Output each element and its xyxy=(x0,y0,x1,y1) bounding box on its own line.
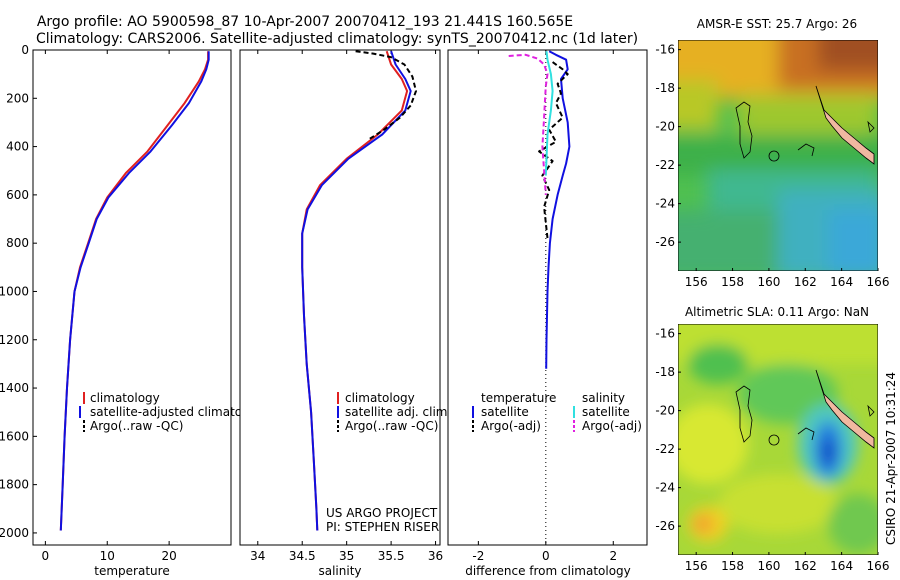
x-tick-label: 10 xyxy=(100,549,115,563)
lon-tick-label: 160 xyxy=(757,559,780,573)
lon-tick-label: 164 xyxy=(830,559,853,573)
lon-tick-label: 158 xyxy=(721,275,744,289)
x-tick-label: 20 xyxy=(161,549,176,563)
legend-label-climatology: climatology xyxy=(90,391,160,405)
lon-tick-label: 160 xyxy=(757,275,780,289)
lat-tick-label: -24 xyxy=(655,481,675,495)
depth-ticks: 0 200 400 600 800 1000 1200 1400 1600 1800 2000 xyxy=(0,43,37,540)
y-tick-label: 1400 xyxy=(0,381,29,395)
y-tick-label: 1800 xyxy=(0,478,29,492)
lon-tick-label: 166 xyxy=(867,275,890,289)
temperature-axis-label: temperature xyxy=(94,564,169,578)
difference-series xyxy=(508,50,571,369)
x-tick-label: 34.5 xyxy=(289,549,316,563)
difference-legend: temperature satellite Argo(-adj) salinit… xyxy=(472,391,642,433)
sst-map-panel: AMSR-E SST: 25.7 Argo: 26 xyxy=(655,17,890,289)
salinity-x-ticks: 34 34.5 35 35.5 36 xyxy=(250,50,443,563)
temperature-legend: climatology satellite-adjusted climatolo… xyxy=(79,391,268,433)
lon-tick-label: 162 xyxy=(794,559,817,573)
lat-tick-label: -26 xyxy=(655,519,675,533)
lat-tick-label: -18 xyxy=(655,365,675,379)
legend-label-temp-satellite: satellite xyxy=(481,405,529,419)
series-line-temperature-satellite xyxy=(545,50,571,369)
y-tick-label: 600 xyxy=(6,188,29,202)
figure-title-line1: Argo profile: AO 5900598_87 10-Apr-2007 … xyxy=(37,14,573,30)
y-tick-label: 2000 xyxy=(0,526,29,540)
legend-label-argo: Argo(..raw -QC) xyxy=(90,419,183,433)
lon-tick-label: 156 xyxy=(685,559,708,573)
sla-lat-ticks: -16 -18 -20 -22 -24 -26 xyxy=(655,327,681,533)
credit-pi: PI: STEPHEN RISER xyxy=(326,520,439,534)
sst-field xyxy=(678,40,878,271)
y-tick-label: 1600 xyxy=(0,429,29,443)
salinity-legend: climatology satellite adj. clim. Argo(..… xyxy=(337,391,451,433)
salinity-axes-frame xyxy=(239,49,441,546)
difference-axis-label: difference from climatology xyxy=(465,564,631,578)
credit-project: US ARGO PROJECT xyxy=(326,506,438,520)
sla-map-title: Altimetric SLA: 0.11 Argo: NaN xyxy=(685,305,869,319)
x-tick-label: 2 xyxy=(609,549,617,563)
legend-label-satellite-adjusted: satellite-adjusted climatology xyxy=(90,405,268,419)
x-tick-label: 35.5 xyxy=(378,549,405,563)
series-line-argo-raw-qc xyxy=(355,50,417,141)
lon-tick-label: 158 xyxy=(721,559,744,573)
series-line-salinity-satellite xyxy=(544,51,554,176)
temperature-x-ticks: 0 10 20 xyxy=(42,50,177,563)
series-line-temperature-argo-adj xyxy=(538,61,569,239)
lat-tick-label: -24 xyxy=(655,197,675,211)
x-tick-label: 34 xyxy=(250,549,265,563)
temperature-panel: 0 200 400 600 800 1000 1200 1400 1600 1800 2000 0 1… xyxy=(0,43,268,578)
legend-label-sal-argo: Argo(-adj) xyxy=(582,419,642,433)
x-tick-label: 35 xyxy=(339,549,354,563)
y-tick-label: 200 xyxy=(6,91,29,105)
legend-heading-temperature: temperature xyxy=(481,391,556,405)
temperature-axes-frame xyxy=(32,49,232,546)
sla-field xyxy=(678,324,878,555)
lon-tick-label: 162 xyxy=(794,275,817,289)
x-tick-label: -2 xyxy=(472,549,484,563)
lon-tick-label: 166 xyxy=(867,559,890,573)
lat-tick-label: -18 xyxy=(655,81,675,95)
lat-tick-label: -16 xyxy=(655,327,675,341)
salinity-series xyxy=(301,50,417,531)
figure-title-line2: Climatology: CARS2006. Satellite-adjuste… xyxy=(36,31,638,47)
legend-label-sal-satellite: satellite xyxy=(582,405,630,419)
legend-label-argo: Argo(..raw -QC) xyxy=(345,419,438,433)
legend-heading-salinity: salinity xyxy=(582,391,625,405)
x-tick-label: 0 xyxy=(542,549,550,563)
sst-map-title: AMSR-E SST: 25.7 Argo: 26 xyxy=(697,17,857,31)
legend-label-temp-argo: Argo(-adj) xyxy=(481,419,541,433)
temperature-series xyxy=(59,51,210,531)
x-tick-label: 36 xyxy=(428,549,443,563)
lon-tick-label: 164 xyxy=(830,275,853,289)
lat-tick-label: -26 xyxy=(655,235,675,249)
sla-map-panel: Altimetric SLA: 0.11 Argo: NaN xyxy=(655,305,890,573)
lat-tick-label: -16 xyxy=(655,43,675,57)
sst-lon-ticks: 156 158 160 162 164 166 xyxy=(685,268,890,289)
series-line-satellite-adj-clim xyxy=(301,50,412,531)
series-line-satellite-adjusted-climatology xyxy=(59,51,210,531)
lat-tick-label: -22 xyxy=(655,158,675,172)
lat-tick-label: -22 xyxy=(655,442,675,456)
legend-label-climatology: climatology xyxy=(345,391,415,405)
x-tick-label: 0 xyxy=(42,549,50,563)
y-tick-label: 1200 xyxy=(0,333,29,347)
lon-tick-label: 156 xyxy=(685,275,708,289)
y-tick-label: 400 xyxy=(6,140,29,154)
timestamp-label: CSIRO 21-Apr-2007 10:31:24 xyxy=(884,372,898,545)
legend-label-satellite-adj: satellite adj. clim. xyxy=(345,405,451,419)
difference-panel: -2 0 2 difference from climatology tempera… xyxy=(447,49,648,578)
salinity-panel: 34 34.5 35 35.5 36 salinity climatology sate… xyxy=(239,49,451,578)
y-tick-label: 0 xyxy=(21,43,29,57)
y-tick-label: 800 xyxy=(6,236,29,250)
series-line-salinity-argo-adj xyxy=(508,53,549,195)
lat-tick-label: -20 xyxy=(655,404,675,418)
y-tick-label: 1000 xyxy=(0,284,29,298)
salinity-axis-label: salinity xyxy=(318,564,361,578)
sst-lat-ticks: -16 -18 -20 -22 -24 -26 xyxy=(655,43,681,249)
lat-tick-label: -20 xyxy=(655,120,675,134)
sla-lon-ticks: 156 158 160 162 164 166 xyxy=(685,552,890,573)
